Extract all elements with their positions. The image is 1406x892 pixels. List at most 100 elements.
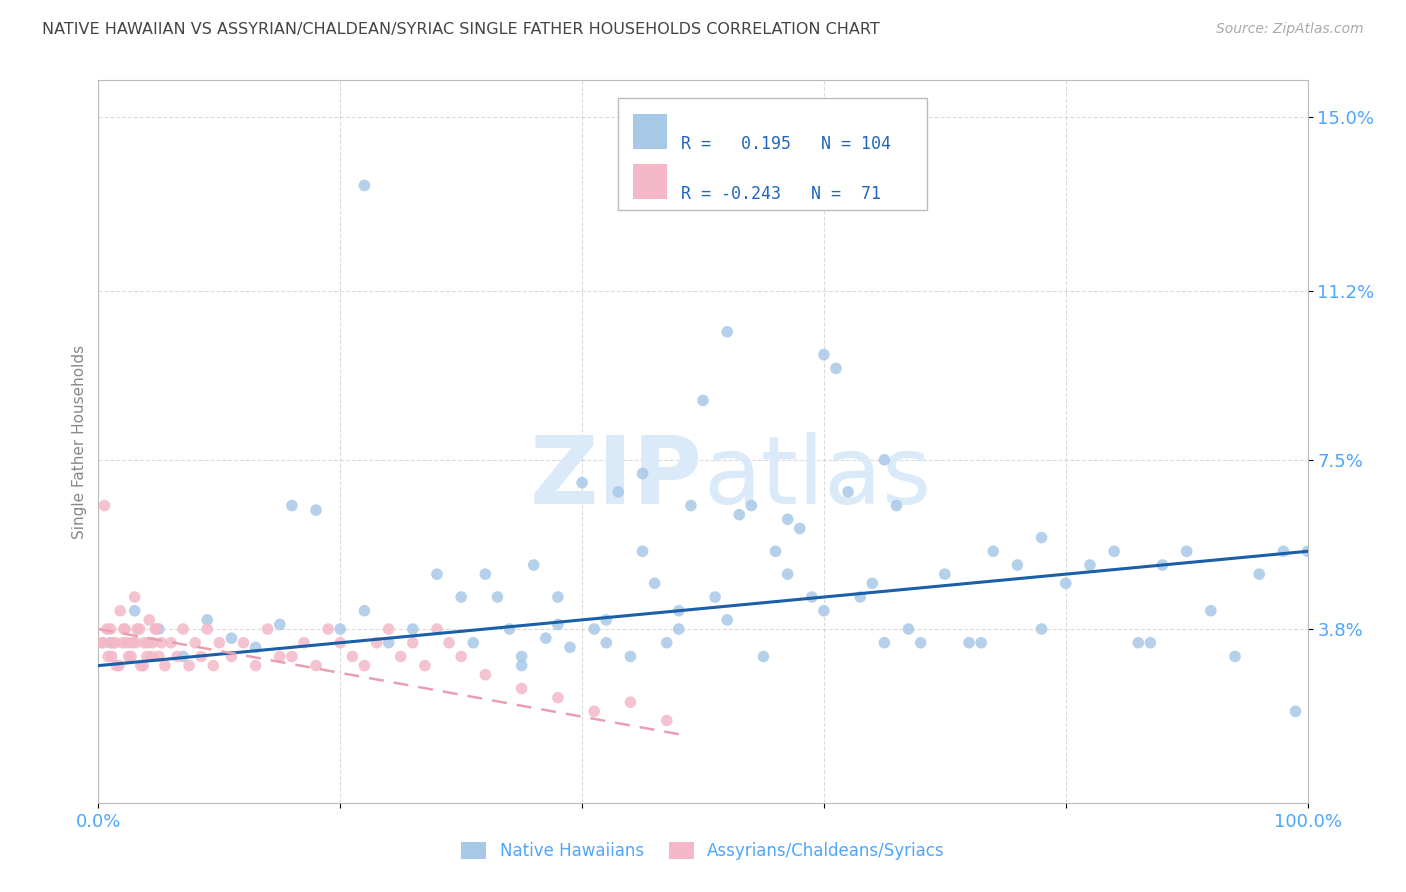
Bar [633, 164, 666, 199]
Point [128, 622, 150, 636]
Point [800, 590, 823, 604]
Bar [633, 114, 666, 149]
Point [143, 622, 166, 636]
Point [353, 178, 375, 193]
Point [776, 567, 799, 582]
Point [329, 622, 352, 636]
Point [353, 658, 375, 673]
Point [104, 636, 127, 650]
Point [121, 636, 143, 650]
Point [619, 649, 641, 664]
Point [474, 667, 496, 681]
Point [765, 544, 787, 558]
Point [860, 576, 883, 591]
Point [498, 622, 520, 636]
Point [668, 622, 690, 636]
Point [124, 590, 146, 604]
Point [486, 590, 509, 604]
Point [631, 544, 654, 558]
Point [221, 631, 243, 645]
Point [353, 604, 375, 618]
Point [100, 636, 122, 650]
Point [160, 636, 183, 650]
Point [91, 636, 114, 650]
Point [269, 649, 291, 664]
Point [886, 499, 908, 513]
Point [377, 636, 399, 650]
Point [655, 714, 678, 728]
Point [679, 499, 702, 513]
Point [111, 636, 134, 650]
Legend: Native Hawaiians, Assyrians/Chaldeans/Syriacs: Native Hawaiians, Assyrians/Chaldeans/Sy… [454, 835, 952, 867]
Point [692, 393, 714, 408]
Point [132, 658, 155, 673]
Y-axis label: Single Father Households: Single Father Households [72, 344, 87, 539]
Point [1078, 558, 1101, 572]
Point [245, 658, 267, 673]
Text: R = -0.243   N =  71: R = -0.243 N = 71 [682, 186, 882, 203]
Point [716, 325, 738, 339]
Point [256, 622, 278, 636]
Point [190, 649, 212, 664]
Point [166, 649, 188, 664]
Point [1152, 558, 1174, 572]
Text: Source: ZipAtlas.com: Source: ZipAtlas.com [1216, 22, 1364, 37]
Point [105, 658, 128, 673]
Point [450, 649, 472, 664]
Point [631, 467, 654, 481]
Point [595, 636, 617, 650]
Point [269, 617, 291, 632]
Point [117, 636, 139, 650]
Point [1223, 649, 1246, 664]
Point [547, 590, 569, 604]
Point [100, 622, 122, 636]
Point [366, 636, 388, 650]
Point [668, 604, 690, 618]
Point [305, 503, 328, 517]
Point [740, 499, 762, 513]
Point [534, 631, 557, 645]
Point [426, 622, 449, 636]
Point [1139, 636, 1161, 650]
Point [970, 636, 993, 650]
Point [377, 622, 399, 636]
Point [141, 649, 163, 664]
Point [1175, 544, 1198, 558]
Point [124, 604, 146, 618]
Point [342, 649, 364, 664]
Point [145, 622, 167, 636]
Point [281, 499, 304, 513]
Point [118, 649, 141, 664]
Point [125, 636, 148, 650]
Point [1199, 604, 1222, 618]
Point [153, 658, 176, 673]
Point [571, 475, 593, 490]
Point [547, 617, 569, 632]
Point [849, 590, 872, 604]
Point [426, 567, 449, 582]
Point [547, 690, 569, 705]
Point [135, 649, 157, 664]
Point [93, 499, 115, 513]
Text: ZIP: ZIP [530, 432, 703, 524]
Point [644, 576, 666, 591]
Point [292, 636, 315, 650]
Point [97, 649, 120, 664]
Point [389, 649, 412, 664]
Point [510, 681, 533, 696]
Point [1031, 622, 1053, 636]
Point [450, 590, 472, 604]
Point [172, 649, 194, 664]
Point [607, 484, 630, 499]
Point [100, 649, 122, 664]
Point [195, 613, 218, 627]
Point [934, 567, 956, 582]
Point [142, 636, 165, 650]
Point [1128, 636, 1150, 650]
Point [1284, 704, 1306, 718]
Point [195, 622, 218, 636]
Point [825, 361, 848, 376]
Text: R =   0.195   N = 104: R = 0.195 N = 104 [682, 135, 891, 153]
Point [510, 658, 533, 673]
Point [873, 453, 896, 467]
